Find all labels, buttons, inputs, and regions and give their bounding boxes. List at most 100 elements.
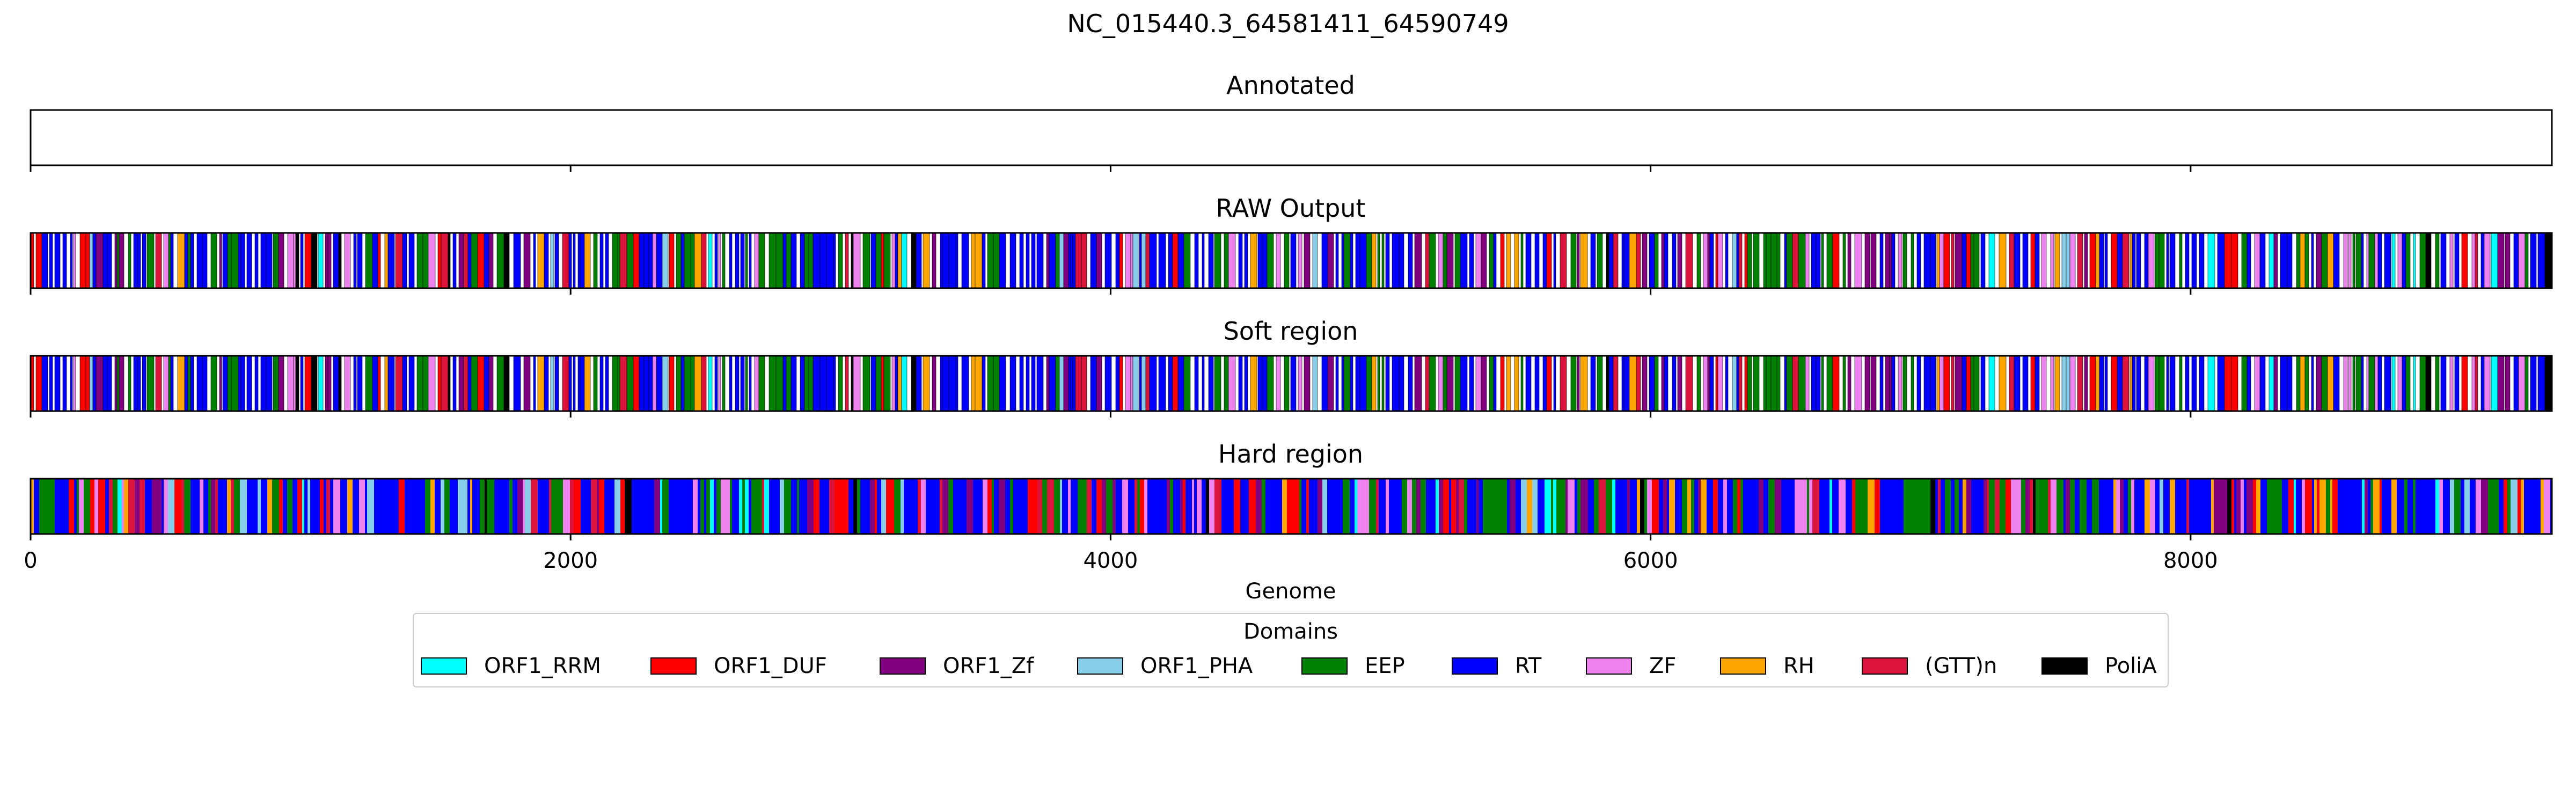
domain-segment (2256, 479, 2260, 534)
domain-segment (118, 479, 122, 534)
domain-segment (2351, 479, 2354, 534)
domain-segment (2006, 479, 2011, 534)
domain-segment (1137, 479, 1140, 534)
domain-segment (1770, 355, 1777, 412)
track-frame (30, 232, 2553, 289)
domain-segment (2518, 479, 2521, 534)
domain-segment (1916, 355, 1921, 412)
domain-segment (1723, 479, 1727, 534)
domain-segment (693, 479, 698, 534)
domain-segment (1476, 479, 1479, 534)
domain-segment (1335, 232, 1339, 289)
domain-segment (716, 479, 721, 534)
domain-segment (625, 479, 632, 534)
domain-segment (660, 479, 662, 534)
domain-segment (1971, 479, 1974, 534)
domain-segment (2099, 479, 2101, 534)
domain-segment (593, 355, 598, 412)
domain-segment (2435, 479, 2439, 534)
domain-segment (2224, 232, 2232, 289)
domain-segment (1855, 479, 1861, 534)
domain-segment (2260, 479, 2267, 534)
domain-segment (932, 232, 936, 289)
domain-segment (1627, 479, 1630, 534)
domain-segment (1534, 355, 1540, 412)
domain-segment (158, 479, 162, 534)
domain-segment (1678, 479, 1682, 534)
domain-segment (570, 479, 574, 534)
domain-segment (1570, 232, 1577, 289)
domain-segment (2311, 232, 2314, 289)
domain-segment (2120, 479, 2124, 534)
domain-segment (260, 355, 267, 412)
domain-segment (1072, 232, 1076, 289)
domain-segment (1732, 232, 1737, 289)
domain-segment (488, 355, 494, 412)
domain-segment (2199, 232, 2205, 289)
domain-segment (480, 479, 485, 534)
domain-segment (754, 232, 759, 289)
domain-segment (604, 479, 611, 534)
domain-segment (2066, 479, 2070, 534)
domain-segment (1081, 232, 1087, 289)
domain-segment (1500, 232, 1505, 289)
domain-segment (1962, 355, 1967, 412)
domain-segment (599, 232, 604, 289)
domain-segment (1951, 479, 1955, 534)
domain-segment (1733, 479, 1737, 534)
domain-segment (365, 232, 373, 289)
domain-segment (591, 479, 597, 534)
domain-segment (523, 232, 531, 289)
domain-segment (2144, 355, 2149, 412)
domain-segment (2030, 232, 2036, 289)
domain-segment (422, 355, 429, 412)
domain-segment (808, 355, 814, 412)
domain-segment (987, 355, 994, 412)
domain-segment (718, 232, 721, 289)
domain-segment (701, 232, 707, 289)
domain-segment (2030, 355, 2036, 412)
domain-segment (848, 479, 853, 534)
domain-segment (41, 355, 48, 412)
legend-swatch (1301, 657, 1348, 675)
domain-segment (1246, 479, 1249, 534)
domain-segment (2333, 355, 2340, 412)
domain-segment (2009, 232, 2015, 289)
domain-segment (258, 479, 261, 534)
domain-segment (1311, 479, 1318, 534)
domain-segment (1766, 355, 1772, 412)
domain-segment (1438, 355, 1444, 412)
domain-segment (749, 355, 752, 412)
domain-segment (1570, 355, 1577, 412)
domain-segment (1414, 232, 1422, 289)
domain-segment (1224, 232, 1229, 289)
domain-segment (409, 479, 415, 534)
domain-segment (1436, 479, 1439, 534)
domain-segment (1753, 479, 1759, 534)
domain-segment (240, 479, 247, 534)
domain-segment (676, 355, 682, 412)
domain-segment (921, 479, 926, 534)
legend-label: ORF1_DUF (714, 654, 827, 678)
domain-segment (251, 479, 258, 534)
domain-segment (1141, 355, 1146, 412)
domain-segment (745, 232, 748, 289)
domain-segment (408, 355, 415, 412)
domain-segment (617, 232, 620, 289)
domain-segment (1560, 355, 1567, 412)
domain-segment (2316, 355, 2322, 412)
domain-segment (503, 232, 510, 289)
domain-segment (1172, 355, 1179, 412)
domain-segment (987, 232, 994, 289)
domain-segment (2317, 479, 2319, 534)
domain-segment (2061, 232, 2067, 289)
domain-segment (1575, 479, 1577, 534)
domain-segment (1454, 232, 1461, 289)
domain-segment (2015, 479, 2021, 534)
domain-segment (325, 232, 328, 289)
domain-segment (231, 479, 234, 534)
domain-segment (395, 232, 403, 289)
domain-segment (1501, 479, 1507, 534)
domain-segment (1119, 232, 1123, 289)
legend-items: ORF1_RRM ORF1_DUF ORF1_Zf ORF1_PHA EEP RT ZF RH… (421, 654, 2157, 678)
